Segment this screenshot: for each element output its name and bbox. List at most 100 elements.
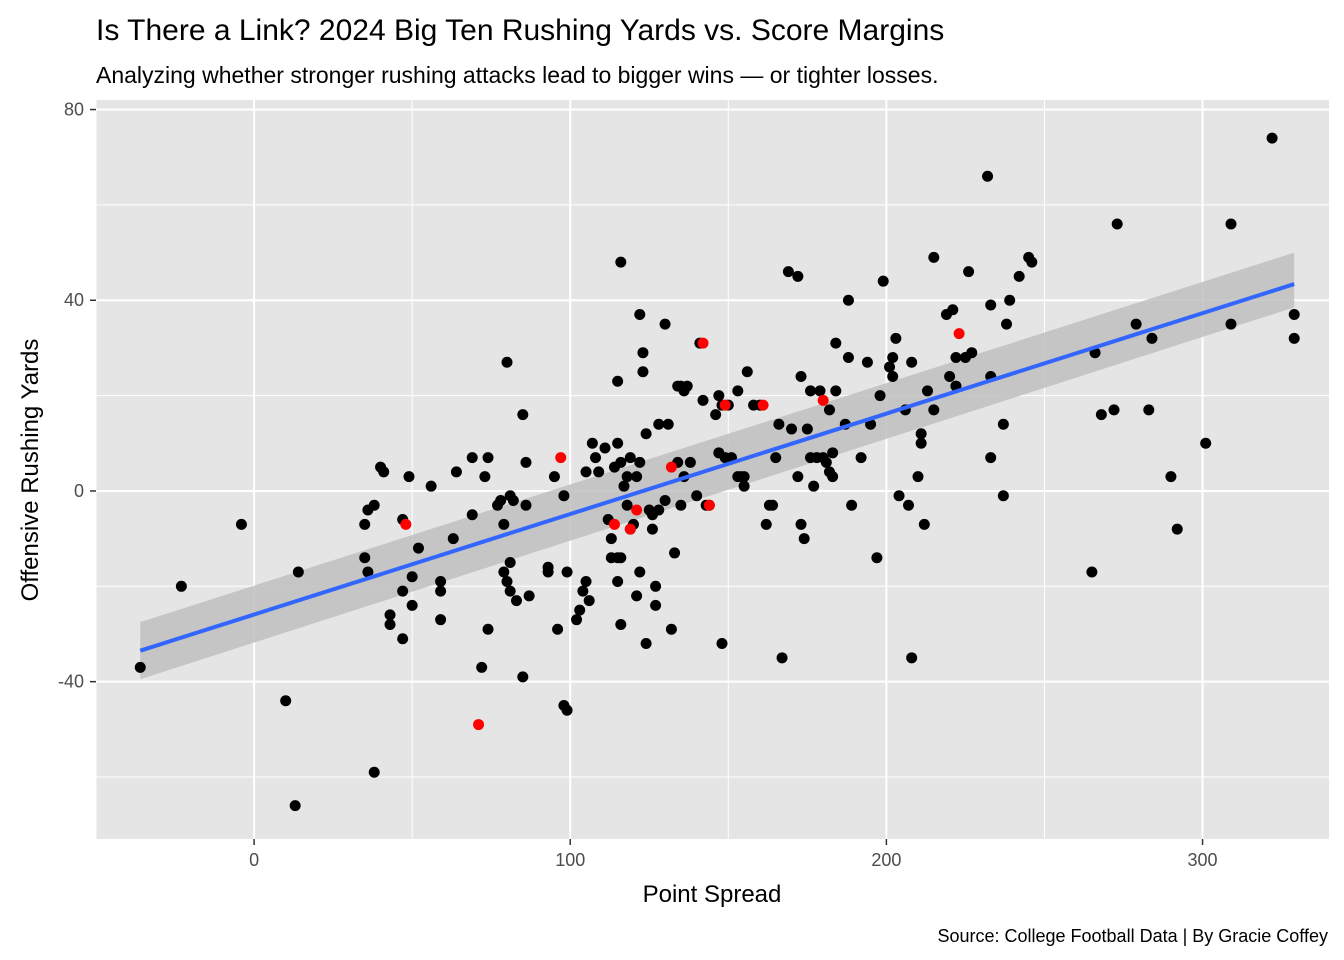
data-point (289, 800, 301, 812)
data-point (710, 409, 722, 421)
data-point (580, 576, 592, 588)
data-point (552, 623, 564, 635)
highlighted-data-point (555, 452, 567, 464)
data-point (435, 576, 447, 588)
data-point (384, 609, 396, 621)
data-point (830, 385, 842, 397)
data-point (501, 356, 513, 368)
data-point (520, 456, 532, 468)
data-point (653, 504, 665, 516)
y-tick-label: 80 (64, 100, 84, 120)
data-point (479, 471, 491, 483)
data-point (621, 499, 633, 511)
data-point (684, 456, 696, 468)
data-point (805, 385, 817, 397)
data-point (435, 585, 447, 597)
data-point (359, 518, 371, 530)
data-point (1013, 270, 1025, 282)
data-point (786, 423, 798, 435)
data-point (681, 380, 693, 392)
data-point (713, 390, 725, 402)
data-point (893, 490, 905, 502)
data-point (855, 452, 867, 464)
data-point (871, 552, 883, 564)
data-point (574, 604, 586, 616)
trend-line-layer (139, 282, 1295, 653)
data-point (482, 623, 494, 635)
data-point (887, 351, 899, 363)
data-point (631, 590, 643, 602)
data-point (795, 371, 807, 383)
data-point (1086, 566, 1098, 578)
data-point (877, 275, 889, 287)
data-point (368, 499, 380, 511)
data-point (450, 466, 462, 478)
data-point (1143, 404, 1155, 416)
highlighted-data-point (608, 518, 620, 530)
data-point (397, 633, 409, 645)
data-point (447, 533, 459, 545)
highlighted-data-point (817, 394, 829, 406)
data-point (640, 638, 652, 650)
data-point (476, 661, 488, 673)
data-point (599, 442, 611, 454)
data-point (406, 599, 418, 611)
data-point (827, 471, 839, 483)
x-tick-label: 300 (1188, 850, 1218, 870)
data-point (782, 266, 794, 278)
data-point (571, 614, 583, 626)
data-point (665, 623, 677, 635)
data-point (650, 580, 662, 592)
data-point (615, 618, 627, 630)
data-point (605, 533, 617, 545)
data-point (1200, 437, 1212, 449)
data-point (558, 490, 570, 502)
data-point (823, 404, 835, 416)
data-point (966, 347, 978, 359)
data-point (637, 366, 649, 378)
chart-subtitle: Analyzing whether stronger rushing attac… (96, 62, 938, 88)
data-point (653, 418, 665, 430)
data-point (770, 452, 782, 464)
data-point (1095, 409, 1107, 421)
data-point (517, 409, 529, 421)
highlighted-data-point (665, 461, 677, 473)
x-tick-label: 0 (249, 850, 259, 870)
data-point (504, 556, 516, 568)
data-point (1130, 318, 1142, 330)
data-point (767, 499, 779, 511)
data-point (637, 347, 649, 359)
y-tick-label: 0 (74, 481, 84, 501)
x-tick-label: 100 (555, 850, 585, 870)
data-point (403, 471, 415, 483)
data-point (738, 471, 750, 483)
data-point (482, 452, 494, 464)
data-point (985, 452, 997, 464)
data-point (577, 585, 589, 597)
data-point (466, 509, 478, 521)
data-point (586, 437, 598, 449)
data-point (1225, 218, 1237, 230)
data-point (776, 652, 788, 664)
data-point (618, 480, 630, 492)
y-tick-labels: -40 0 40 80 (58, 100, 84, 692)
data-point (615, 552, 627, 564)
data-point (1266, 132, 1278, 144)
data-point (1146, 332, 1158, 344)
points-layer (134, 132, 1300, 812)
data-point (548, 471, 560, 483)
data-point (378, 466, 390, 478)
data-point (1225, 318, 1237, 330)
data-point (887, 371, 899, 383)
data-point (650, 599, 662, 611)
data-point (510, 595, 522, 607)
data-point (741, 366, 753, 378)
y-tick-label: 40 (64, 290, 84, 310)
data-point (944, 371, 956, 383)
data-point (634, 309, 646, 321)
data-point (1171, 523, 1183, 535)
data-point (175, 580, 187, 592)
highlighted-data-point (631, 504, 643, 516)
data-point (368, 766, 380, 778)
data-point (827, 447, 839, 459)
